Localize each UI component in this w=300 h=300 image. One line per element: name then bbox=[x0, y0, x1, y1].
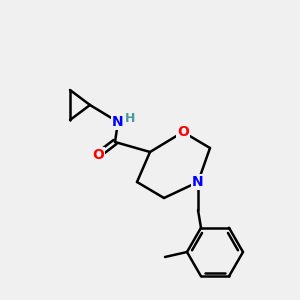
Text: H: H bbox=[125, 112, 135, 125]
Text: N: N bbox=[192, 175, 204, 189]
Text: O: O bbox=[92, 148, 104, 162]
Text: O: O bbox=[177, 125, 189, 139]
Text: N: N bbox=[112, 115, 124, 129]
